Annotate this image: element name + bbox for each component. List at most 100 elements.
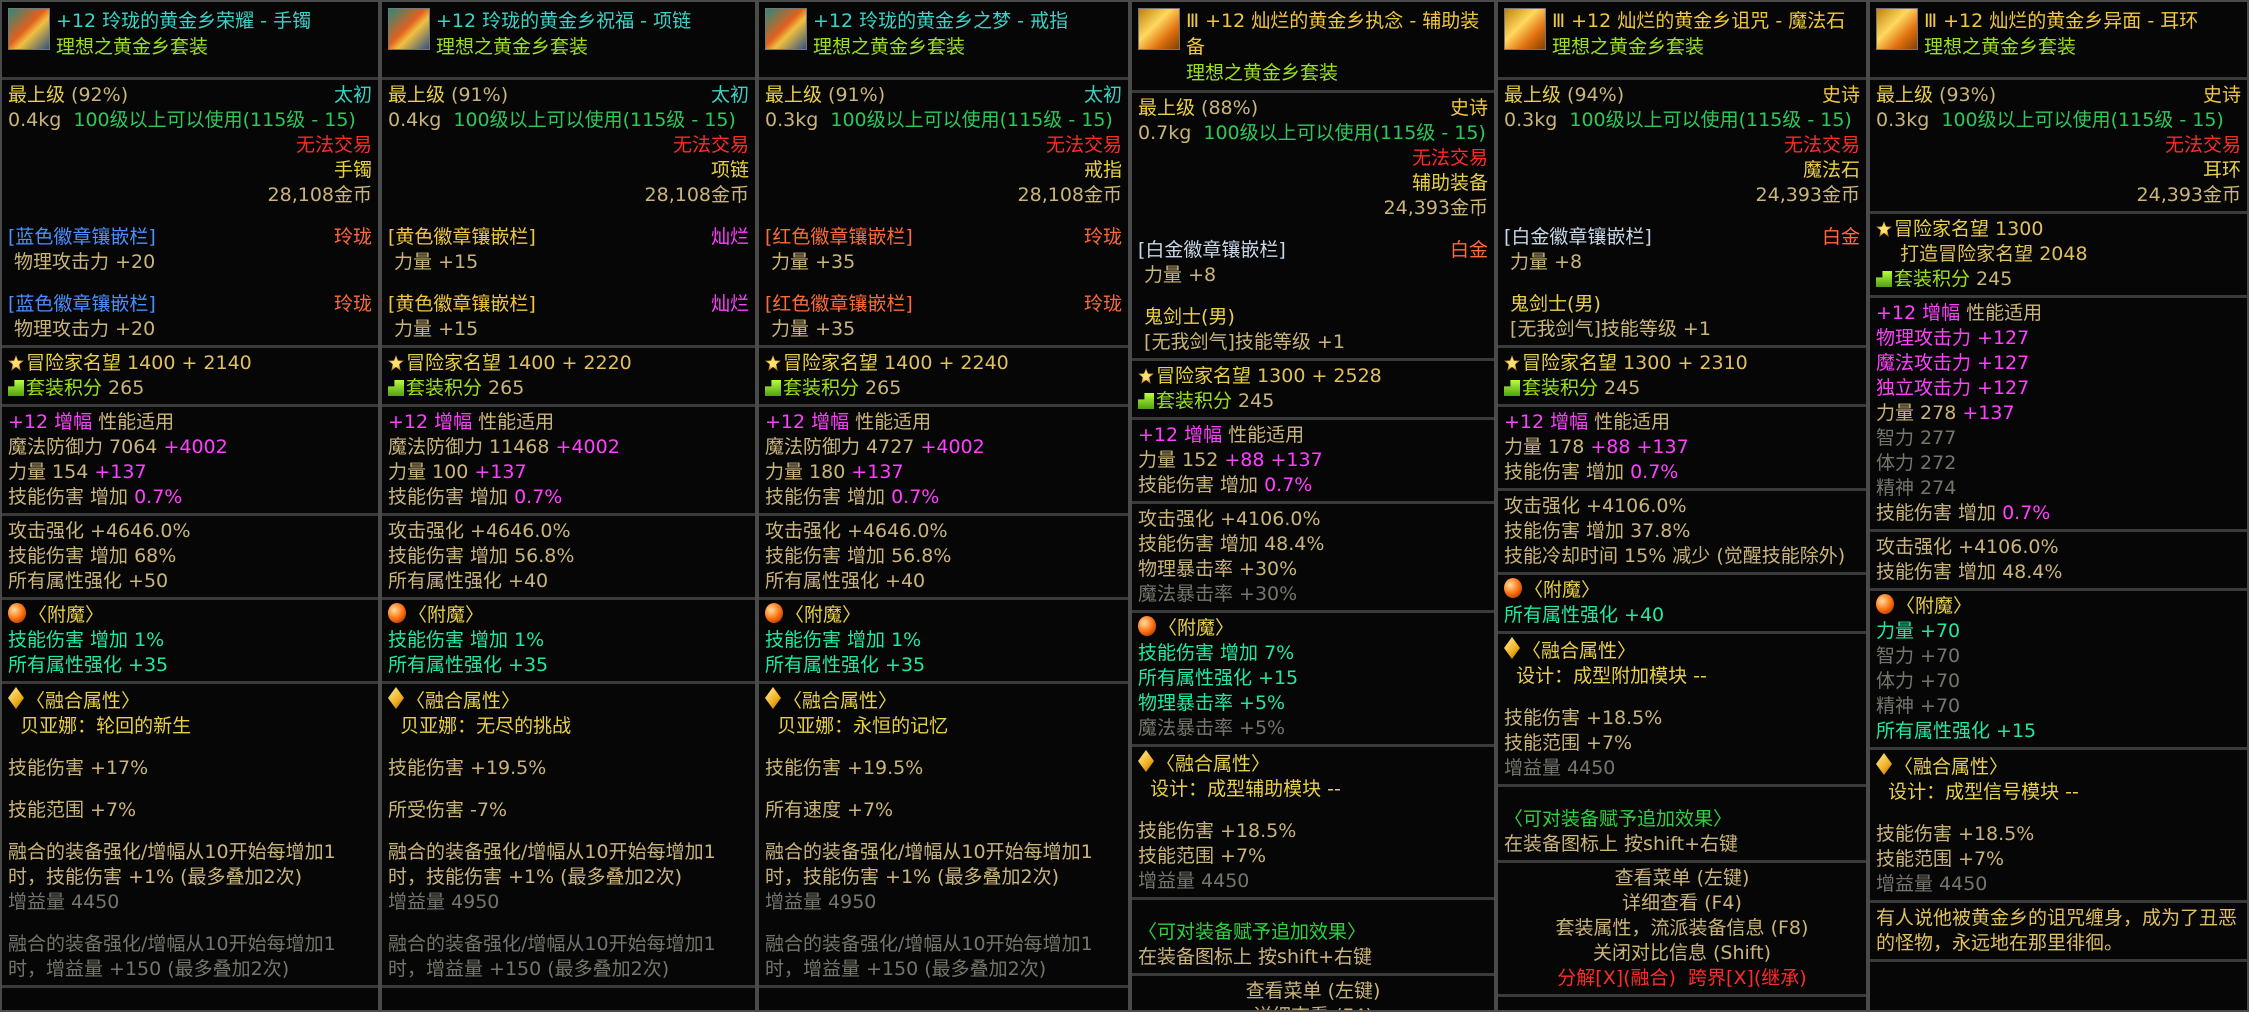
tooltip-text: 物理攻击力 +127 [1876,327,2030,349]
line-left: 鬼剑士(男) [1138,305,1488,330]
tooltip-line: 〈附魔〉 [1138,616,1488,641]
line-right: 灿烂 [711,225,749,250]
tooltip-line: 体力 +70 [1876,669,2241,694]
line-left: 魔法暴击率 +30% [1138,582,1488,607]
line-left: 套装积分 245 [1504,376,1860,401]
tooltip-text: 项链 [710,159,749,181]
tooltip-text: 技能范围 +7% [1876,848,2005,870]
item-tooltip-panel[interactable]: Ⅲ +12 灿烂的黄金乡诅咒 - 魔法石 理想之黄金乡套装 最上级 (94%) 史诗 0… [1496,0,1868,1012]
tooltip-text: 冒险家名望 [406,352,502,374]
tooltip-text: 物理攻击力 +20 [8,318,156,340]
magic-stone-item-icon[interactable] [1504,8,1546,50]
tooltip-line: 技能伤害 增加 1% [765,628,1122,653]
line-left: 〈附魔〉 [1138,616,1488,641]
line-left: 独立攻击力 +127 [1876,376,2241,401]
tooltip-text: 冒险家名望 [1894,218,1990,240]
tooltip-text: 技能伤害 增加 7% [1138,642,1295,664]
tooltip-line: 打造冒险家名望 2048 [1876,242,2241,267]
tooltip-text: Ⅲ +12 灿烂的黄金乡执念 - 辅助装备 [1186,10,1480,58]
tooltip-line: 技能伤害 增加 68% [8,544,372,569]
line-left: 魔法防御力 11468 +4002 [388,435,749,460]
spacer [388,781,749,798]
line-left [765,183,1018,208]
line-left: 所受伤害 -7% [388,798,749,823]
line-left: 最上级 (93%) [1876,83,2203,108]
line-left: 攻击强化 +4106.0% [1876,535,2241,560]
spacer [1504,275,1860,292]
line-left: 技能伤害 +18.5% [1504,706,1860,731]
tooltip-line: 物理暴击率 +5% [1138,691,1488,716]
tooltip-line: 〈融合属性〉 [1876,753,2241,780]
tooltip-text: 技能伤害 +18.5% [1138,820,1297,842]
tooltip-text: 体力 272 [1876,452,1957,474]
tooltip-text: 鬼剑士(男) [1138,306,1235,328]
support-equipment-item-icon[interactable] [1138,8,1180,50]
line-left [8,133,296,158]
set-name: 理想之黄金乡套装 [1552,36,1705,58]
tooltip-text: 245 [1970,268,2013,290]
tooltip-line: 最上级 (93%) 史诗 [1876,83,2241,108]
tooltip-text: +12 增幅 [388,411,473,433]
tooltip-text: 打造冒险家名望 2048 [1876,243,2088,265]
tooltip-line: 详细查看 (F4) [1504,891,1860,916]
line-left: 0.7kg 100级以上可以使用(115级 - 15) [1138,121,1488,146]
bracelet-item-icon[interactable] [8,8,50,50]
ring-item-icon[interactable] [765,8,807,50]
line-left: 所有属性强化 +40 [1504,603,1860,628]
tooltip-line: 关闭对比信息 (Shift) [1504,941,1860,966]
tooltip-text: 100级以上可以使用(115级 - 15) [1557,109,1852,131]
tooltip-text: [无我剑气]技能等级 +1 [1138,331,1345,353]
line-left: 0.4kg 100级以上可以使用(115级 - 15) [388,108,749,133]
tooltip-line: 智力 +70 [1876,644,2241,669]
necklace-item-icon[interactable] [388,8,430,50]
line-right: 玲珑 [1084,292,1122,317]
earring-item-icon[interactable] [1876,8,1918,50]
item-tooltip-panel[interactable]: Ⅲ +12 灿烂的黄金乡执念 - 辅助装备 理想之黄金乡套装 最上级 (88%) 史诗… [1130,0,1496,1012]
tooltip-section: 〈融合属性〉 贝亚娜：轮回的新生 技能伤害 +17% 技能范围 +7% 融合的装备强化… [2,684,378,988]
line-left: 详细查看 (F4) [1138,1004,1488,1010]
line-left: 融合的装备强化/增幅从10开始每增加1时，增益量 +150 (最多叠加2次) [388,932,749,982]
tooltip-line: 查看菜单 (左键) [1138,979,1488,1004]
tooltip-line: 无法交易 [8,133,372,158]
tooltip-section: 攻击强化 +4106.0% 技能伤害 增加 48.4% 物理暴击率 +30% 魔法暴击… [1132,504,1494,613]
tooltip-section: 冒险家名望 1300 + 2310 套装积分 245 [1498,348,1866,407]
tooltip-line: 无法交易 [1138,146,1488,171]
line-right: 无法交易 [1046,133,1122,158]
line-left: 所有速度 +7% [765,798,1122,823]
tooltip-line: 力量 180 +137 [765,460,1122,485]
tooltip-line: 28,108金币 [765,183,1122,208]
line-left: 〈附魔〉 [388,603,749,628]
item-name: +12 玲珑的黄金乡荣耀 - 手镯 [56,8,311,34]
line-left: 贝亚娜：永恒的记忆 [765,714,1122,739]
tooltip-text: 攻击强化 +4106.0% [1876,536,2059,558]
tooltip-header: +12 玲珑的黄金乡之梦 - 戒指 理想之黄金乡套装 [759,2,1128,80]
tooltip-line: 魔法防御力 11468 +4002 [388,435,749,460]
tooltip-line: 技能伤害 增加 0.7% [1504,460,1860,485]
item-tooltip-panel[interactable]: +12 玲珑的黄金乡荣耀 - 手镯 理想之黄金乡套装 最上级 (92%) 太初 0.4k… [0,0,380,1012]
tooltip-text: [红色徽章镶嵌栏] [765,226,913,248]
tooltip-line: 24,393金币 [1138,196,1488,221]
tooltip-line: 力量 +8 [1504,250,1860,275]
set-points-icon [1504,380,1520,396]
tooltip-line: 辅助装备 [1138,171,1488,196]
spacer [1138,221,1488,238]
tooltip-text: 265 [102,377,145,399]
tooltip-line: 力量 100 +137 [388,460,749,485]
tooltip-text: 技能伤害 增加 56.8% [388,545,575,567]
line-left: 最上级 (92%) [8,83,334,108]
line-left: 冒险家名望 1300 + 2528 [1138,364,1488,389]
item-tooltip-panel[interactable]: Ⅲ +12 灿烂的黄金乡异面 - 耳环 理想之黄金乡套装 最上级 (93%) 史诗 0.… [1868,0,2249,1012]
tooltip-text: 套装属性，流派装备信息 (F8) [1555,917,1809,939]
item-tooltip-panel[interactable]: +12 玲珑的黄金乡祝福 - 项链 理想之黄金乡套装 最上级 (91%) 太初 0.4k… [380,0,757,1012]
line-left: 增益量 4450 [8,890,372,915]
line-left: 力量 278 +137 [1876,401,2241,426]
tooltip-text: [黄色徽章镶嵌栏] [388,293,536,315]
line-left: +12 增幅 性能适用 [1138,423,1488,448]
item-name: +12 玲珑的黄金乡之梦 - 戒指 [813,8,1068,34]
tooltip-text: 技能伤害 增加 [8,486,135,508]
tooltip-text: 所有属性强化 +50 [8,570,169,592]
item-tooltip-panel[interactable]: +12 玲珑的黄金乡之梦 - 戒指 理想之黄金乡套装 最上级 (91%) 太初 0.3k… [757,0,1130,1012]
tooltip-text: 性能适用 [92,411,175,433]
line-left: 技能伤害 +17% [8,756,372,781]
tooltip-text: +12 增幅 [765,411,850,433]
